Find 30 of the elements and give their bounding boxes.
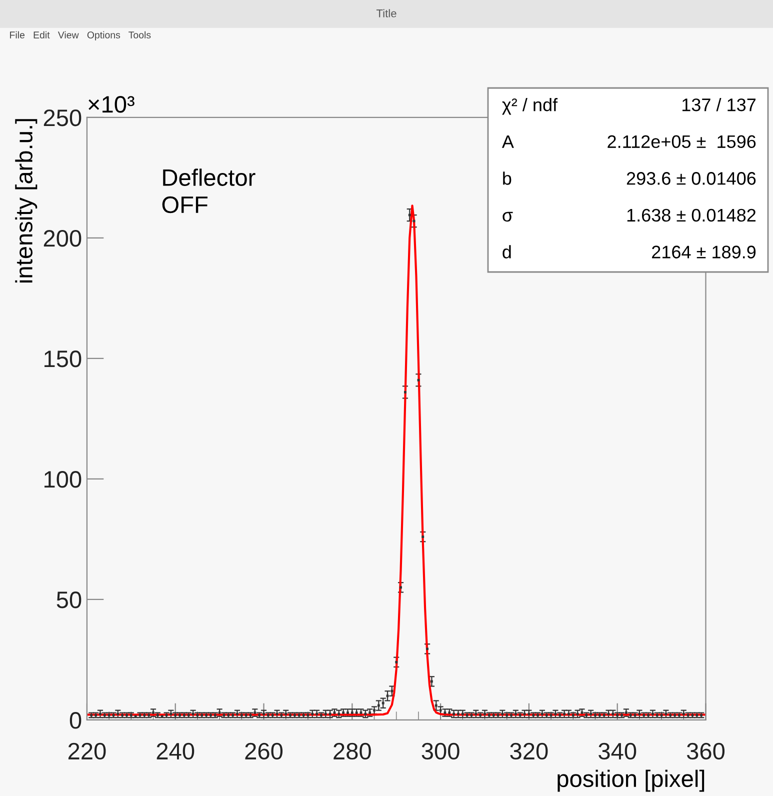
annotation: 1.638 ± 0.01482	[627, 208, 756, 222]
annotation: σ	[502, 212, 513, 222]
x-tick-label: 240	[156, 742, 194, 760]
x-tick-label: 300	[422, 742, 460, 760]
x-axis-title: position [pixel]	[558, 770, 704, 792]
annotation: 293.6 ± 0.01406	[626, 172, 756, 185]
annotation: b	[503, 172, 512, 185]
y-tick-label: 250	[44, 109, 82, 126]
x-tick-label: 360	[686, 742, 725, 760]
annotation: A	[502, 135, 514, 148]
y-axis-title: intensity [arb.u.]	[15, 119, 38, 282]
y-tick-label: 200	[44, 230, 82, 247]
y-tick-label: 100	[44, 471, 82, 488]
annotation: Deflector OFF	[162, 168, 256, 214]
text: ×10³	[88, 96, 134, 113]
chart-title: Title	[376, 9, 396, 18]
y-tick-label: 0	[70, 712, 82, 729]
y-tick-label: 50	[56, 592, 82, 608]
x-tick-label: 320	[510, 742, 548, 760]
annotation: 2.112e+05 ± 1596	[608, 135, 756, 148]
x-tick-label: 280	[334, 742, 371, 760]
x-tick-label: 260	[245, 742, 283, 760]
annotation: d	[502, 245, 511, 258]
x-tick-label: 220	[68, 742, 106, 760]
chart-subtitle: File Edit View Options Tools	[10, 31, 151, 40]
text: 137 / 137	[682, 98, 756, 112]
x-tick-label: 340	[598, 742, 636, 760]
annotation: 2164 ± 189.9	[652, 246, 756, 258]
text: χ² / ndf	[502, 98, 558, 115]
y-tick-label: 150	[44, 350, 82, 368]
